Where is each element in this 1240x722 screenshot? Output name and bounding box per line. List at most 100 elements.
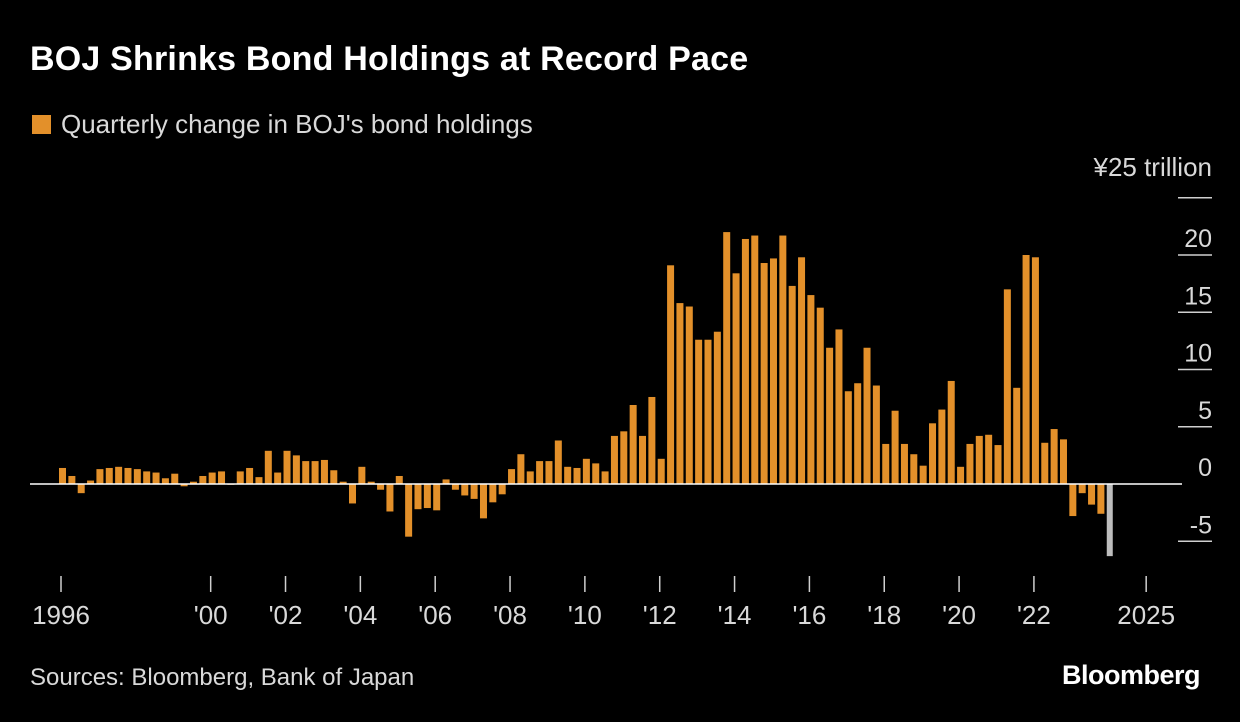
source-note: Sources: Bloomberg, Bank of Japan <box>30 664 415 691</box>
bar <box>320 459 328 484</box>
bar <box>910 454 918 484</box>
chart-title: BOJ Shrinks Bond Holdings at Record Pace <box>30 40 749 78</box>
x-tick-label: '00 <box>194 600 228 630</box>
x-tick-label: '18 <box>867 600 901 630</box>
bar <box>816 307 824 484</box>
bar <box>741 238 749 484</box>
bar <box>517 454 525 484</box>
x-tick-label: '22 <box>1017 600 1051 630</box>
bar <box>573 467 581 484</box>
bar <box>377 484 385 490</box>
bar <box>592 463 600 484</box>
bar <box>96 469 104 484</box>
bar <box>349 484 356 504</box>
x-tick-label: '02 <box>269 600 303 630</box>
y-tick-label: 15 <box>1184 282 1212 310</box>
bar-series <box>30 232 1182 557</box>
bar <box>367 481 375 484</box>
bar <box>508 469 516 484</box>
bar <box>423 484 431 509</box>
bar <box>442 479 450 484</box>
y-tick-label: -5 <box>1190 511 1212 539</box>
bar <box>1022 255 1030 484</box>
bar <box>433 484 441 511</box>
bar <box>414 484 422 510</box>
bar <box>798 257 806 484</box>
latest-bar <box>1106 484 1113 557</box>
x-tick-label: 1996 <box>32 600 90 630</box>
bar <box>526 471 534 484</box>
bar <box>779 235 787 484</box>
bar <box>199 475 207 484</box>
bar <box>648 396 656 484</box>
y-tick-label: 10 <box>1184 340 1212 368</box>
bar <box>339 481 347 484</box>
bar <box>975 435 983 484</box>
bar <box>966 443 974 484</box>
bar <box>695 339 703 484</box>
bar <box>283 450 291 484</box>
y-tick-label: 0 <box>1198 454 1212 482</box>
bar <box>957 466 965 484</box>
bar <box>919 465 927 484</box>
y-axis-unit-label: ¥25 trillion <box>1092 152 1212 182</box>
bar <box>386 484 394 512</box>
bar <box>601 471 609 484</box>
bar <box>751 235 759 484</box>
bar <box>788 285 796 484</box>
bar <box>405 484 413 537</box>
bar <box>292 455 300 485</box>
bar <box>461 484 469 496</box>
bar <box>872 385 880 484</box>
bar <box>732 273 740 484</box>
bar <box>255 477 263 484</box>
bar <box>807 295 815 484</box>
bar <box>236 471 244 484</box>
bar <box>115 466 123 484</box>
bar <box>1078 484 1086 494</box>
bar <box>629 405 637 484</box>
bar <box>1050 429 1058 484</box>
bar <box>152 472 160 484</box>
bar <box>246 467 254 484</box>
bar <box>87 480 95 484</box>
x-tick-label: '10 <box>568 600 602 630</box>
bar <box>489 484 497 503</box>
bar <box>994 445 1002 484</box>
bar <box>208 472 216 484</box>
bar <box>938 409 946 484</box>
bar <box>68 475 76 484</box>
bar <box>143 471 151 484</box>
x-axis: 1996 '00 '02 '04 '06 '08 '10 '12 '14 '16 '18 '20 '22… <box>32 576 1175 630</box>
bar <box>1031 257 1039 484</box>
bar <box>264 450 272 484</box>
bar <box>311 461 319 484</box>
bar <box>451 484 459 490</box>
bar <box>723 232 731 484</box>
bar <box>620 431 628 484</box>
bar <box>180 484 188 487</box>
bar <box>133 469 141 484</box>
bar <box>610 435 618 484</box>
bar <box>639 435 647 484</box>
bar <box>985 434 993 484</box>
bar <box>1041 442 1049 484</box>
bar <box>900 443 908 484</box>
bar <box>358 466 366 484</box>
bar <box>582 458 590 484</box>
bar <box>667 265 675 484</box>
bar <box>863 347 871 484</box>
bar <box>1059 439 1067 484</box>
x-tick-label: 2025 <box>1117 600 1175 630</box>
bar <box>564 466 572 484</box>
bar <box>105 467 113 484</box>
y-axis: -5 0 5 10 15 20 <box>1178 197 1212 542</box>
bar <box>769 258 777 484</box>
bar <box>835 329 843 484</box>
bar <box>1088 484 1096 505</box>
bar <box>77 484 85 494</box>
bar <box>171 473 179 484</box>
x-tick-label: '04 <box>343 600 377 630</box>
bar <box>470 484 478 499</box>
